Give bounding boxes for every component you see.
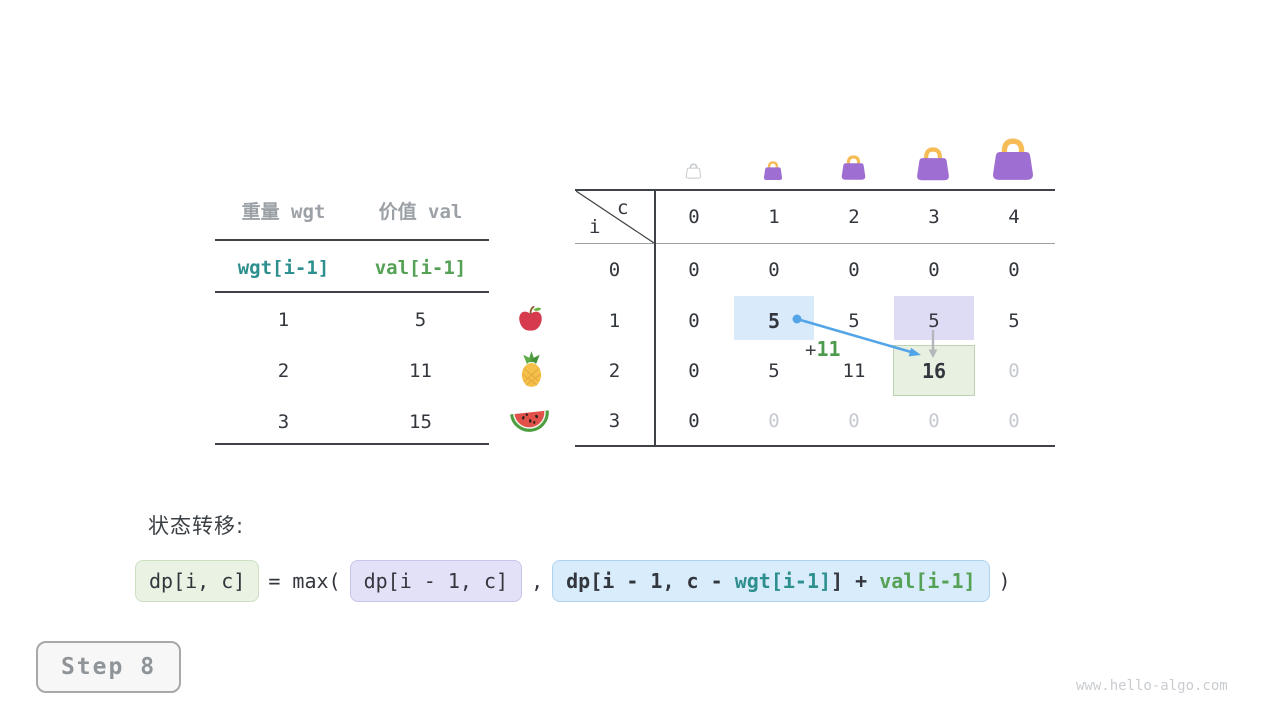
apple-icon: [515, 303, 546, 338]
dp-cell-1-4: 5: [1008, 309, 1020, 332]
dp-row-header-2: 2: [608, 360, 621, 382]
transition-label: 状态转移:: [148, 514, 245, 538]
items-table-divider-top: [215, 239, 489, 241]
step-badge[interactable]: Step 8: [36, 641, 181, 693]
dp-cell-2-4: 0: [1008, 360, 1020, 382]
item-1-weight: 1: [277, 309, 290, 331]
dp-table-vertical-divider: [654, 191, 656, 445]
pineapple-icon: [515, 350, 548, 392]
dp-cell-2-2: 11: [842, 360, 866, 382]
items-table-header-row: 重量 wgt 价值 val: [215, 196, 489, 224]
watermelon-icon: [510, 405, 550, 439]
dp-cell-0-4: 0: [1008, 258, 1020, 281]
dp-cell-3-1: 0: [768, 410, 780, 432]
dp-cell-0-3: 0: [928, 258, 940, 281]
dp-table-bottom-border: [575, 445, 1055, 447]
dp-column-headers: 0 1 2 3 4: [654, 191, 1054, 243]
item-1-value: 5: [414, 309, 427, 331]
dp-cell-0-0: 0: [688, 258, 700, 281]
highlight-target-cell-green: [893, 345, 975, 396]
formula-keep-option-box: dp[i - 1, c]: [349, 560, 523, 602]
add-value-annotation: +11: [805, 337, 841, 361]
transition-formula: dp[i, c] = max( dp[i - 1, c] , dp[i - 1,…: [135, 560, 1020, 602]
dp-cell-3-3: 0: [928, 410, 940, 432]
dp-col-header-2: 2: [848, 206, 860, 228]
formula-take-option-box: dp[i - 1, c - wgt[i-1]] + val[i-1]: [552, 560, 990, 602]
dp-col-header-1: 1: [768, 206, 780, 228]
formula-equals: = max(: [268, 569, 341, 593]
items-table-val-index: val[i-1]: [374, 257, 467, 279]
items-table-divider-mid: [215, 291, 489, 293]
handbag-icon-sm: [839, 155, 868, 185]
items-table-header-weight: 重量 wgt: [241, 200, 326, 223]
corner-diagonal-line: [576, 191, 654, 243]
items-table-row-3: 3 15: [215, 408, 489, 436]
items-table-header-value: 价值 val: [378, 200, 463, 223]
handbag-icon-md: [914, 147, 952, 186]
dp-cell-3-4: 0: [1008, 410, 1020, 432]
ghost-bag-icon: [685, 163, 702, 183]
items-table-index-row: wgt[i-1] val[i-1]: [215, 254, 489, 282]
handbag-icon-xs: [762, 161, 784, 185]
corner-row-var: i: [589, 216, 601, 238]
items-table-row-1: 1 5: [215, 306, 489, 334]
dp-col-header-4: 4: [1008, 206, 1020, 228]
dp-cell-1-1: 5: [767, 308, 781, 333]
item-3-weight: 3: [277, 411, 290, 433]
items-table-wgt-index: wgt[i-1]: [237, 257, 330, 279]
dp-row-header-3: 3: [608, 410, 621, 432]
dp-cell-1-3: 5: [928, 309, 940, 332]
dp-table-header-divider: [575, 243, 1055, 244]
take-wgt-term: wgt[i-1]: [734, 569, 832, 593]
dp-col-header-3: 3: [928, 206, 940, 228]
items-table-row-2: 2 11: [215, 357, 489, 385]
take-val-term: val[i-1]: [879, 569, 976, 593]
take-prefix: dp[i - 1, c -: [566, 569, 735, 593]
dp-cell-0-1: 0: [768, 258, 780, 281]
dp-cell-1-0: 0: [688, 309, 700, 332]
dp-cell-3-0: 0: [688, 410, 700, 432]
item-2-value: 11: [409, 360, 432, 382]
plus-sign: +: [805, 339, 817, 361]
dp-cell-2-3: 16: [921, 359, 947, 383]
dp-cell-0-2: 0: [848, 258, 860, 281]
items-table-divider-bottom: [215, 443, 489, 445]
dp-row-header-0: 0: [608, 258, 621, 281]
take-mid: ] +: [831, 569, 880, 593]
dp-table-top-border: [575, 189, 1055, 191]
dp-row-headers: 0 1 2 3: [575, 244, 654, 446]
dp-row-header-1: 1: [608, 309, 621, 332]
item-3-value: 15: [409, 411, 432, 433]
dp-cell-3-2: 0: [848, 410, 860, 432]
dp-col-header-0: 0: [688, 206, 700, 228]
handbag-icon-lg: [989, 138, 1037, 186]
formula-comma: ,: [531, 569, 544, 593]
added-value: 11: [816, 337, 841, 361]
item-2-weight: 2: [277, 360, 290, 382]
dp-cell-2-0: 0: [688, 360, 700, 382]
dp-cell-2-1: 5: [768, 360, 780, 382]
formula-result-box: dp[i, c]: [135, 560, 260, 602]
dp-matrix: 0 0 0 0 0 0 5 5 5 5 0 5 11 16 0 0 0 0 0 …: [654, 244, 1054, 446]
formula-close-paren: ): [998, 569, 1011, 593]
corner-col-var: c: [617, 197, 629, 219]
watermark: www.hello-algo.com: [1076, 678, 1228, 694]
